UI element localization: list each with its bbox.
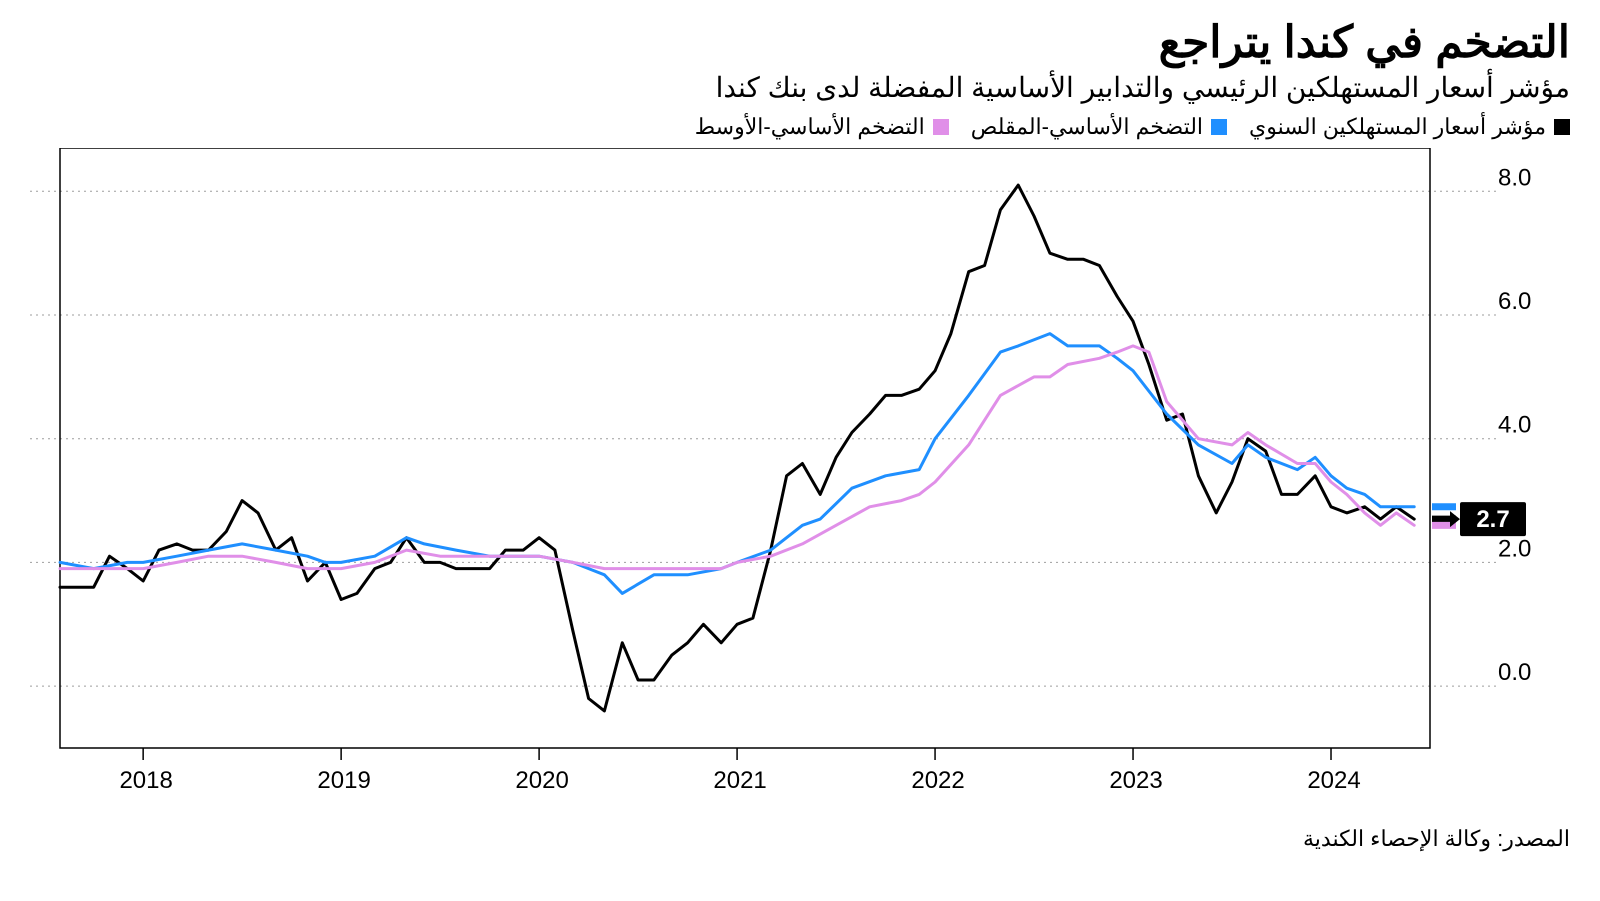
y-tick-label: 8.0	[1498, 164, 1531, 191]
y-tick-label: 2.0	[1498, 535, 1531, 562]
y-tick-label: 6.0	[1498, 288, 1531, 315]
legend: مؤشر أسعار المستهلكين السنوي التضخم الأسا…	[30, 114, 1570, 140]
plot-frame	[60, 148, 1430, 748]
series-core_median	[60, 345, 1414, 568]
x-tick-label: 2020	[515, 767, 568, 794]
legend-label: التضخم الأساسي-المقلص	[971, 114, 1203, 140]
legend-item: التضخم الأساسي-المقلص	[971, 114, 1227, 140]
chart-subtitle: مؤشر أسعار المستهلكين الرئيسي والتدابير …	[30, 71, 1570, 104]
callout-value: 2.7	[1476, 506, 1509, 533]
x-tick-label: 2023	[1109, 767, 1162, 794]
line-chart: 0.0 2.0 4.0 6.0 8.0 2018 2019 2020 2021 2022 2023 2…	[30, 148, 1570, 818]
chart-title: التضخم في كندا يتراجع	[30, 18, 1570, 69]
legend-item: مؤشر أسعار المستهلكين السنوي	[1249, 114, 1570, 140]
x-tick-label: 2024	[1307, 767, 1360, 794]
legend-swatch	[1554, 119, 1570, 135]
legend-swatch	[933, 119, 949, 135]
series-cpi_yoy	[60, 185, 1414, 711]
x-tick-label: 2018	[119, 767, 172, 794]
legend-swatch	[1211, 119, 1227, 135]
y-tick-label: 4.0	[1498, 411, 1531, 438]
x-tick-label: 2022	[911, 767, 964, 794]
legend-label: مؤشر أسعار المستهلكين السنوي	[1249, 114, 1546, 140]
legend-label: التضخم الأساسي-الأوسط	[695, 114, 925, 140]
x-tick-label: 2019	[317, 767, 370, 794]
x-tick-label: 2021	[713, 767, 766, 794]
chart-area: 0.0 2.0 4.0 6.0 8.0 2018 2019 2020 2021 2022 2023 2…	[30, 148, 1570, 818]
source-line: المصدر: وكالة الإحصاء الكندية	[30, 826, 1570, 852]
series-core_trim	[60, 333, 1414, 593]
y-tick-label: 0.0	[1498, 659, 1531, 686]
legend-item: التضخم الأساسي-الأوسط	[695, 114, 949, 140]
